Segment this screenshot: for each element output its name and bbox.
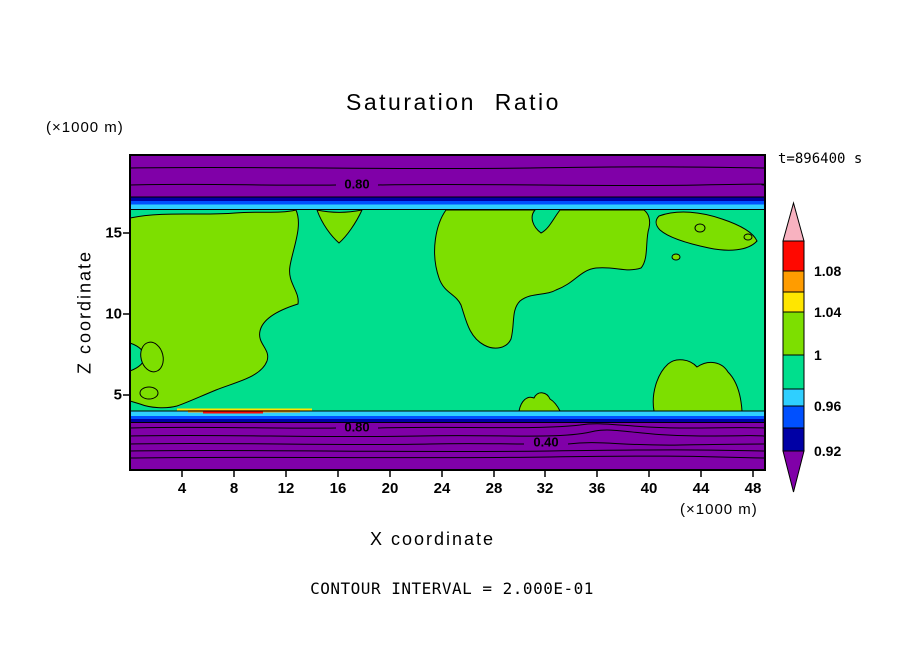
z-tick-label: 15: [105, 224, 122, 242]
lower-dry-band: [130, 411, 765, 470]
x-tick-label: 12: [277, 480, 295, 497]
x-axis-units: (×1000 m): [680, 501, 758, 518]
colorbar-segment: [782, 405, 805, 429]
z-tick-label: 10: [105, 305, 122, 323]
x-tick-label: 20: [381, 480, 399, 497]
contour-line: [129, 423, 766, 429]
upper-dry-band: [130, 155, 765, 210]
x-tick-label: 36: [588, 480, 606, 497]
time-label: t=896400 s: [778, 151, 863, 167]
colorbar-segment: [782, 388, 805, 407]
contour-line: [129, 166, 766, 170]
contour-line: [129, 442, 766, 446]
blob-island: [140, 341, 164, 373]
blob-bottom-small: [518, 392, 561, 412]
contour-line: [129, 455, 766, 459]
colorbar-tick-label: 0.92: [814, 443, 842, 459]
contour-value-label: 0.40: [533, 434, 559, 450]
colorbar-segment: [782, 291, 805, 313]
x-tick-label: 40: [640, 480, 658, 497]
colorbar-tick-label: 1: [814, 347, 822, 363]
colorbar: [782, 201, 805, 493]
blob-bottom-right: [652, 359, 743, 412]
blob-left: [129, 209, 299, 409]
blob-top-middle: [316, 209, 363, 244]
contour-line: [129, 449, 766, 453]
x-tick-label: 4: [177, 480, 187, 497]
blob-speck: [694, 223, 706, 233]
blob-right: [655, 211, 758, 251]
colorbar-tick-label: 1.04: [814, 304, 842, 320]
blob-island: [139, 386, 159, 400]
colorbar-tick-label: 0.96: [814, 398, 842, 414]
supersaturation-blobs: [129, 209, 758, 412]
x-tick-label: 28: [485, 480, 503, 497]
blob-center-right: [434, 209, 651, 349]
x-tick-marks: [181, 470, 754, 477]
colorbar-segment: [782, 427, 805, 452]
axes: [123, 154, 766, 477]
x-tick-label: 44: [692, 480, 710, 497]
z-tick-marks: [123, 232, 130, 396]
colorbar-segment: [782, 270, 805, 293]
contour-interval-label: CONTOUR INTERVAL = 2.000E-01: [310, 579, 594, 598]
colorbar-segment: [782, 240, 805, 272]
contour-line: [129, 429, 766, 438]
x-tick-label: 24: [433, 480, 451, 497]
colorbar-arrow-down: [782, 450, 805, 493]
colorbar-segment: [782, 311, 805, 356]
z-tick-label: 5: [113, 386, 122, 404]
colorbar-segment: [782, 354, 805, 390]
z-axis-units: (×1000 m): [46, 119, 124, 136]
contour-lines: [129, 166, 766, 459]
blob-speck: [743, 233, 753, 241]
colorbar-tick-label: 1.08: [814, 263, 842, 279]
contour-value-label: 0.80: [344, 176, 370, 192]
x-tick-label: 8: [229, 480, 239, 497]
z-axis-label: Z coordinate: [74, 249, 95, 375]
x-tick-label: 48: [744, 480, 762, 497]
chart-title: Saturation Ratio: [346, 89, 561, 115]
x-axis-label: X coordinate: [369, 529, 496, 549]
blob-speck: [671, 253, 681, 261]
x-tick-label: 32: [536, 480, 554, 497]
colorbar-arrow-up: [782, 201, 805, 242]
plot-frame: [129, 154, 766, 471]
contour-value-label: 0.80: [344, 419, 370, 435]
x-tick-label: 16: [329, 480, 347, 497]
